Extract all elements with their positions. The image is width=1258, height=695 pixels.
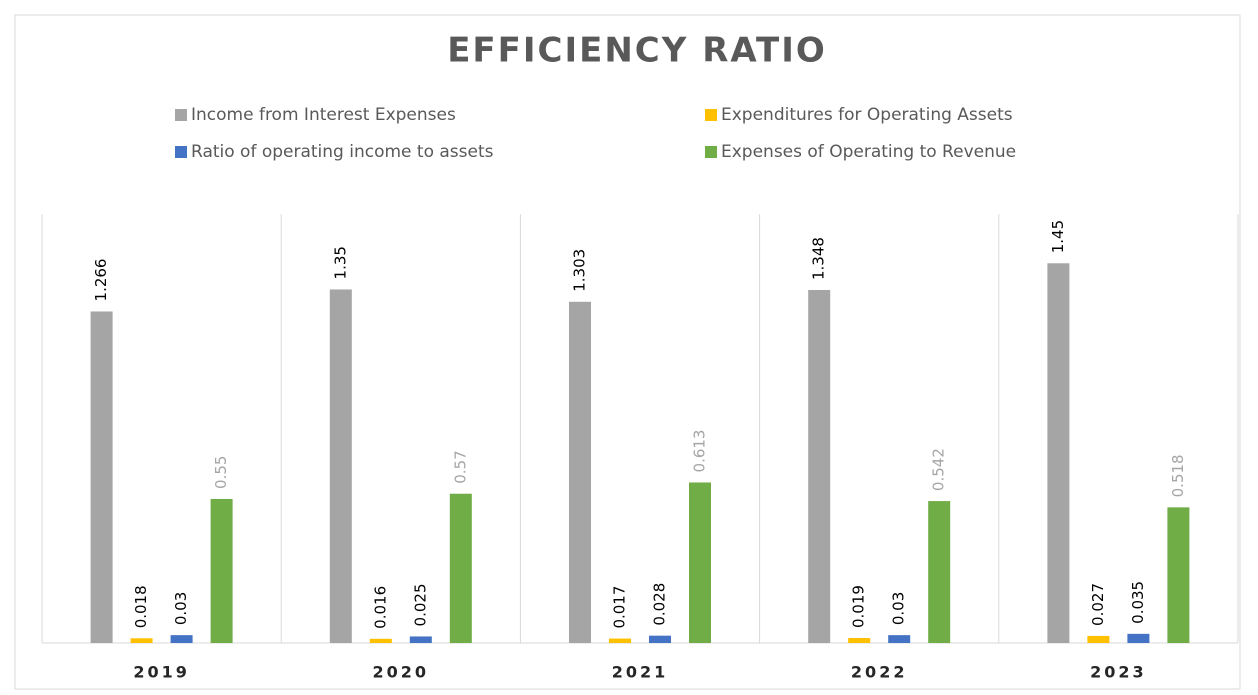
bar <box>848 638 871 643</box>
data-label: 1.35 <box>331 246 349 279</box>
bar <box>130 638 153 643</box>
bar <box>569 301 591 643</box>
x-tick-label: 2021 <box>612 663 669 682</box>
data-label: 0.018 <box>132 585 150 628</box>
data-label: 0.025 <box>411 584 429 627</box>
bar <box>888 635 911 643</box>
x-tick-label: 2022 <box>851 663 908 682</box>
data-label: 1.266 <box>92 259 110 302</box>
legend-swatch <box>705 109 717 121</box>
data-label: 0.019 <box>850 585 868 628</box>
bar <box>928 501 951 643</box>
legend-label: Expenditures for Operating Assets <box>721 105 1013 125</box>
bar <box>808 289 831 643</box>
data-label: 0.542 <box>930 448 948 491</box>
chart-title: EFFICIENCY RATIO <box>447 31 827 71</box>
bar <box>1167 507 1190 643</box>
legend-label: Ratio of operating income to assets <box>191 142 494 162</box>
legend-swatch <box>175 109 187 121</box>
data-label: 0.028 <box>651 583 669 626</box>
bar <box>649 635 671 643</box>
bar <box>1087 635 1110 643</box>
data-label: 0.518 <box>1169 454 1187 497</box>
x-tick-label: 2023 <box>1090 663 1147 682</box>
data-label: 0.027 <box>1089 583 1107 626</box>
legend-label: Expenses of Operating to Revenue <box>721 142 1016 162</box>
data-label: 0.035 <box>1129 581 1147 624</box>
data-label: 1.348 <box>810 237 828 280</box>
bar <box>1047 263 1070 643</box>
data-label: 0.613 <box>691 430 709 473</box>
bar <box>369 638 392 643</box>
data-label: 0.017 <box>611 586 629 629</box>
legend-label: Income from Interest Expenses <box>191 105 456 125</box>
data-label: 1.303 <box>571 249 589 292</box>
bar <box>170 635 193 643</box>
data-label: 0.03 <box>172 592 190 625</box>
x-tick-label: 2020 <box>373 663 430 682</box>
data-label: 0.57 <box>451 450 469 483</box>
bar <box>210 498 233 643</box>
bar <box>609 638 631 643</box>
data-label: 1.45 <box>1049 220 1067 253</box>
data-label: 0.016 <box>371 586 389 629</box>
bar <box>449 493 472 643</box>
x-tick-label: 2019 <box>133 663 190 682</box>
bar <box>329 289 352 643</box>
legend-swatch <box>175 146 187 158</box>
legend-swatch <box>705 146 717 158</box>
bar <box>90 311 113 643</box>
bar <box>409 636 432 643</box>
data-label: 0.55 <box>212 456 230 489</box>
bar <box>689 482 711 643</box>
bar <box>1127 633 1150 643</box>
data-label: 0.03 <box>890 592 908 625</box>
